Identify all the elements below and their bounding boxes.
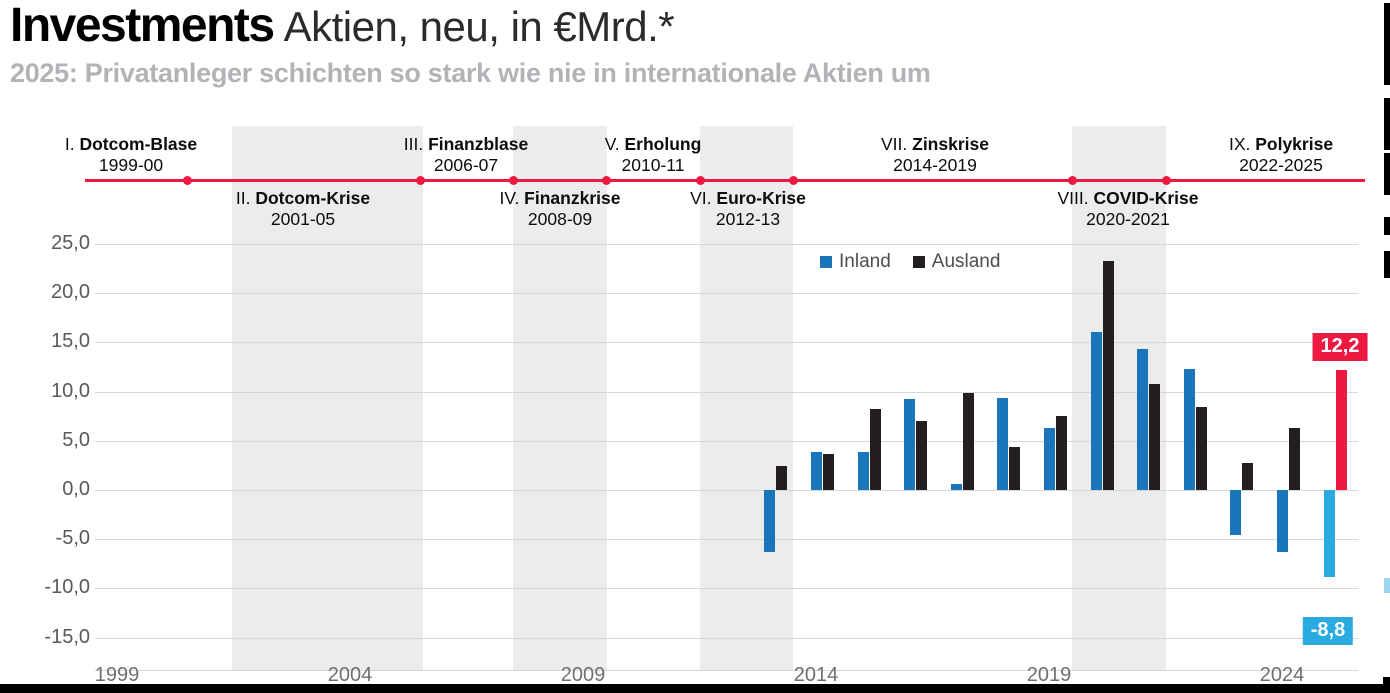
x-axis-tick-label: 2004 (327, 664, 373, 686)
timeline-event-label: VII. Zinskrise 2014-2019 (881, 134, 989, 175)
y-gridline (95, 490, 1358, 491)
crisis-period-band (513, 126, 607, 670)
legend-label-ausland: Ausland (931, 251, 1001, 272)
timeline-dot-icon (182, 176, 192, 185)
y-axis-tick-label: -10,0 (44, 576, 90, 599)
timeline-event-label: VI. Euro-Krise 2012-13 (690, 188, 806, 229)
legend-item-ausland: Ausland (912, 251, 1001, 273)
bar-inland-2013 (764, 490, 776, 552)
bar-ausland-2022 (1195, 407, 1207, 490)
legend-label-inland: Inland (839, 251, 891, 272)
x-axis-line (95, 670, 1358, 671)
timeline-event-label: VIII. COVID-Krise 2020-2021 (1057, 188, 1199, 229)
chart-legend: Inland Ausland (820, 251, 1000, 273)
timeline-event-label: IX. Polykrise 2022-2025 (1228, 134, 1334, 175)
bar-ausland-2021 (1149, 383, 1161, 490)
timeline-dot-icon (695, 176, 705, 185)
bottom-edge-bar (0, 684, 1390, 693)
screen-edge-artifact (1384, 98, 1390, 150)
screen-edge-artifact (1384, 3, 1390, 85)
y-axis-tick-label: -5,0 (55, 527, 90, 550)
timeline-event-label: III. Finanzblase 2006-07 (403, 134, 529, 175)
screen-edge-artifact (1384, 217, 1390, 235)
page-title: Investments Aktien, neu, in €Mrd.* (10, 0, 1370, 52)
screen-edge-artifact (1384, 251, 1390, 278)
x-axis-tick-label: 1999 (94, 664, 140, 686)
bar-inland-2017 (950, 484, 962, 490)
y-gridline (95, 440, 1358, 442)
y-axis-tick-label: -15,0 (44, 625, 90, 648)
y-gridline (95, 637, 1358, 639)
x-axis-tick-label: 2009 (560, 664, 606, 686)
timeline-dot-icon (788, 176, 798, 185)
y-axis-tick-label: 0,0 (62, 478, 90, 500)
value-badge: -8,8 (1302, 617, 1354, 645)
bar-ausland-2024 (1289, 428, 1300, 490)
legend-item-inland: Inland (820, 251, 891, 273)
timeline-event-label: V. Erholung 2010-11 (604, 134, 702, 175)
bar-inland-2021 (1137, 349, 1149, 490)
y-axis-tick-label: 20,0 (51, 281, 90, 304)
timeline-dot-icon (1161, 176, 1171, 185)
bar-inland-2016 (904, 399, 916, 490)
bar-ausland-2015 (869, 409, 881, 490)
y-axis-tick-label: 5,0 (62, 428, 90, 451)
y-axis-tick-label: 15,0 (51, 330, 90, 353)
screen-edge-artifact (1384, 153, 1390, 195)
inland-swatch-icon (820, 256, 832, 268)
ausland-swatch-icon (912, 256, 925, 268)
bar-inland-2020 (1090, 331, 1102, 490)
y-gridline (95, 539, 1358, 541)
crisis-period-band (232, 126, 423, 670)
bar-inland-2024 (1277, 490, 1288, 552)
y-gridline (95, 244, 1358, 245)
timeline-dot-icon (601, 176, 611, 185)
crisis-period-band (700, 126, 793, 670)
title-suffix: Aktien, neu, in €Mrd.* (283, 3, 675, 50)
y-gridline (95, 588, 1358, 590)
bar-inland-2025 (1323, 490, 1335, 577)
bar-ausland-2014 (823, 453, 834, 490)
y-gridline (95, 342, 1358, 344)
y-gridline (95, 293, 1358, 295)
bar-inland-2018 (997, 398, 1009, 490)
y-axis-tick-label: 25,0 (51, 232, 90, 254)
bar-inland-2022 (1183, 368, 1195, 490)
bar-ausland-2013 (776, 466, 788, 490)
bar-ausland-2025 (1335, 369, 1347, 490)
timeline-event-label: II. Dotcom-Krise 2001-05 (235, 188, 371, 229)
timeline-dot-icon (508, 176, 518, 185)
value-badge: 12,2 (1312, 333, 1368, 361)
bar-ausland-2020 (1102, 260, 1114, 490)
timeline-event-label: I. Dotcom-Blase 1999-00 (64, 134, 198, 175)
title-main: Investments (10, 0, 275, 52)
bar-ausland-2016 (916, 421, 928, 490)
screen-edge-artifact (1383, 677, 1390, 684)
y-axis-tick-label: 10,0 (51, 379, 90, 402)
timeline-line (85, 179, 1365, 182)
timeline-dot-icon (415, 176, 425, 185)
chart-subtitle: 2025: Privatanleger schichten so stark w… (10, 57, 931, 88)
x-axis-tick-label: 2024 (1259, 664, 1305, 686)
chart-header: Investments Aktien, neu, in €Mrd.* 2025: … (10, 0, 1370, 89)
bar-ausland-2019 (1056, 416, 1067, 490)
x-axis-tick-label: 2014 (793, 664, 839, 686)
bar-inland-2019 (1044, 428, 1055, 490)
bar-inland-2014 (811, 451, 822, 490)
timeline-dot-icon (1067, 176, 1077, 185)
timeline-event-label: IV. Finanzkrise 2008-09 (499, 188, 621, 229)
bar-ausland-2017 (962, 392, 974, 490)
bar-ausland-2023 (1242, 463, 1254, 490)
screen-edge-artifact (1384, 578, 1390, 593)
bar-ausland-2018 (1009, 446, 1021, 490)
bar-inland-2015 (857, 451, 869, 490)
bar-inland-2023 (1230, 490, 1242, 536)
x-axis-tick-label: 2019 (1026, 664, 1072, 686)
y-gridline (95, 391, 1358, 393)
